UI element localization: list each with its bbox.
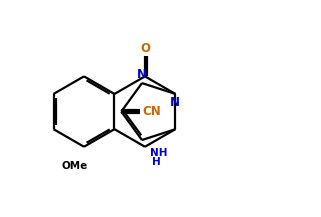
Text: N: N [137,68,147,81]
Text: N: N [170,96,180,109]
Text: O: O [140,42,150,55]
Text: NH: NH [151,148,168,158]
Text: H: H [152,156,160,166]
Text: OMe: OMe [62,161,88,171]
Text: CN: CN [142,105,161,118]
